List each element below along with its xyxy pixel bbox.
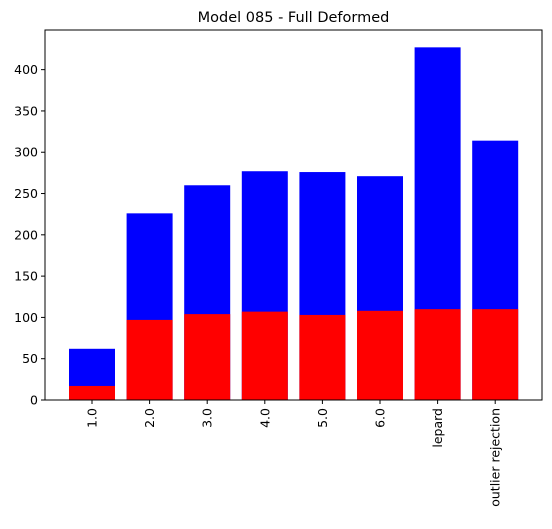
bar-series2-4 — [299, 314, 346, 400]
bar-series2-0 — [69, 385, 115, 400]
bars-group — [69, 47, 519, 400]
bar-series2-5 — [357, 310, 403, 400]
y-tick-label: 300 — [14, 145, 38, 160]
y-tick-label: 50 — [22, 351, 38, 366]
x-tick-label: 2.0 — [142, 408, 157, 428]
y-tick-label: 250 — [14, 186, 38, 201]
x-tick-label: 5.0 — [315, 408, 330, 428]
x-tick-label: lepard — [430, 408, 445, 448]
y-tick-label: 200 — [14, 227, 38, 242]
y-tick-label: 150 — [14, 269, 38, 284]
y-tick-label: 100 — [14, 310, 38, 325]
x-tick-label: 1.0 — [85, 408, 100, 428]
y-tick-label: 400 — [14, 62, 38, 77]
chart-title: Model 085 - Full Deformed — [198, 10, 390, 26]
y-axis: 0 50 100 150 200 250 300 350 400 — [14, 62, 45, 408]
bar-series2-2 — [184, 314, 231, 400]
y-tick-label: 0 — [30, 393, 38, 408]
plot-frame — [44, 29, 543, 401]
bar-series2-6 — [414, 309, 461, 400]
x-axis: 1.0 2.0 3.0 4.0 5.0 6.0 lepard outlier rejectio… — [85, 400, 503, 507]
x-tick-label: 6.0 — [373, 408, 388, 428]
x-tick-label: 3.0 — [200, 408, 215, 428]
x-tick-label: outlier rejection — [488, 408, 503, 507]
y-tick-label: 350 — [14, 103, 38, 118]
bar-series2-1 — [126, 319, 173, 400]
bar-series2-7 — [472, 309, 519, 400]
x-tick-label: 4.0 — [257, 408, 272, 428]
bar-series2-3 — [241, 311, 288, 400]
